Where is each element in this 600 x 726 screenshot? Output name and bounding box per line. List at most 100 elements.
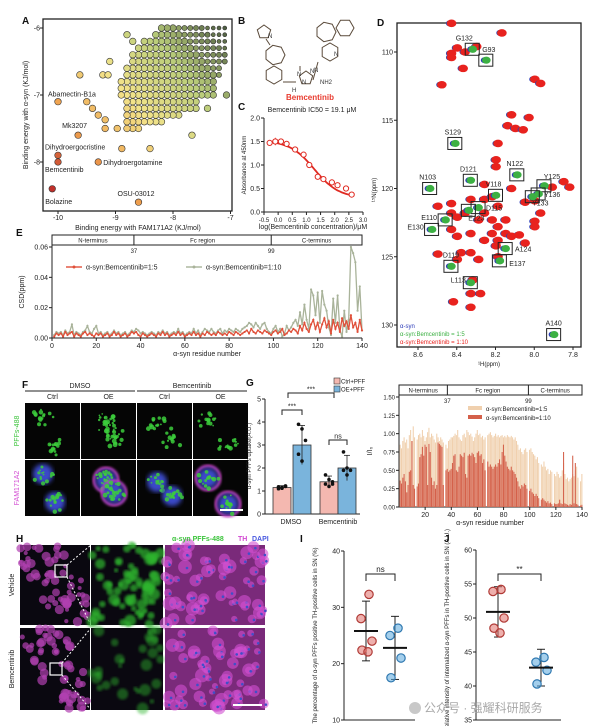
data-point [106, 330, 109, 334]
th-signal [256, 575, 267, 586]
pff-signal [102, 545, 110, 554]
y-tick-label: 40 [332, 549, 340, 556]
pff-signal [42, 471, 45, 474]
labeled-point [48, 185, 56, 193]
th-signal [79, 680, 86, 688]
data-point [328, 179, 335, 186]
data-point [539, 652, 549, 663]
pff-signal [38, 410, 44, 415]
pff-signal [53, 442, 58, 447]
bar [455, 470, 457, 507]
y-tick-label: 50 [464, 616, 472, 623]
peak-highlight-box [447, 136, 463, 150]
bar [414, 488, 416, 507]
x-tick-label: 60 [474, 512, 482, 519]
dapi-signal [235, 601, 239, 605]
pff-signal [111, 489, 115, 493]
significance-bracket [328, 439, 348, 445]
data-point [86, 324, 89, 327]
bar [493, 466, 495, 507]
th-signal [240, 601, 250, 611]
data-point [139, 335, 142, 338]
pff-signal [110, 677, 120, 686]
bar [564, 474, 566, 507]
data-point [198, 51, 205, 58]
data-point [345, 320, 348, 323]
dapi-signal [230, 592, 234, 595]
peak-1-10 [433, 202, 443, 211]
data-point [97, 333, 100, 337]
data-point [254, 321, 257, 324]
pff-signal [102, 423, 106, 426]
data-point [188, 330, 191, 334]
data-point [84, 330, 87, 334]
bar [536, 496, 538, 507]
row-label: Bemcentinib [9, 650, 16, 689]
data-point [204, 45, 211, 51]
pff-signal [95, 545, 101, 552]
pff-signal [164, 445, 169, 450]
data-point [177, 330, 180, 334]
data-point [307, 330, 310, 334]
data-point [187, 25, 194, 31]
significance-label: ns [376, 565, 384, 574]
data-point [243, 330, 246, 334]
th-signal [41, 579, 49, 587]
membrane-signal [214, 490, 242, 518]
pff-signal [108, 424, 111, 427]
data-point [79, 335, 82, 338]
th-signal [66, 693, 77, 704]
labeled-point [94, 158, 102, 166]
pff-signal [53, 450, 57, 453]
pff-signal [160, 484, 165, 489]
pff-signal [111, 438, 117, 444]
pff-signal [37, 422, 42, 427]
data-point [214, 333, 217, 337]
data-point [327, 320, 330, 323]
legend-entry: Ctrl+PFF [341, 380, 366, 386]
data-point [216, 25, 222, 31]
pff-signal [136, 582, 144, 589]
pff-signal [106, 433, 110, 437]
data-point [161, 329, 164, 332]
pff-signal [108, 480, 114, 485]
data-point [301, 323, 304, 326]
pff-signal [96, 684, 103, 692]
data-point [316, 321, 319, 324]
bar [407, 448, 409, 507]
dapi-signal [174, 675, 177, 679]
peak-1-5 [501, 244, 510, 253]
bar [451, 463, 453, 507]
data-point [356, 309, 359, 312]
th-signal [223, 690, 233, 700]
pff-signal [106, 581, 113, 588]
y-tick-label: 0.02 [34, 305, 48, 312]
data-point [174, 333, 178, 337]
data-point [278, 327, 282, 330]
panel-h-brain-microscopy: Vehicle Bemcentinib α-syn PFFs-488 TH DAPI [9, 536, 270, 715]
dapi-signal [195, 580, 199, 583]
legend-entry: α-syn PFFs-488 [172, 536, 224, 543]
data-point [210, 58, 217, 65]
data-point [216, 72, 222, 78]
y-tick-label: 0.06 [34, 245, 48, 252]
legend-entry: α-syn:Bemcentinib = 1:10 [400, 340, 469, 346]
th-signal [201, 565, 214, 578]
dapi-signal [254, 570, 258, 574]
labeled-point [54, 98, 62, 106]
bar [556, 471, 558, 507]
bar [521, 485, 523, 507]
bar [458, 466, 460, 507]
bar [465, 474, 467, 507]
dapi-signal [241, 682, 244, 686]
pff-signal [33, 411, 38, 417]
compound-name-label: Bemcentinib [286, 93, 334, 102]
data-point [75, 330, 78, 334]
bar [535, 493, 537, 507]
data-point [203, 333, 206, 337]
data-point [325, 326, 328, 329]
th-signal [16, 544, 25, 553]
pff-signal [97, 613, 106, 622]
bar [466, 477, 468, 507]
data-point [92, 335, 96, 338]
